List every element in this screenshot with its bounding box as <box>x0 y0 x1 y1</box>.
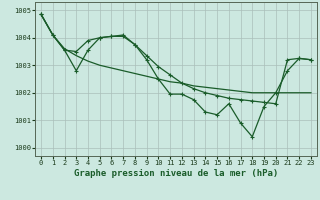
X-axis label: Graphe pression niveau de la mer (hPa): Graphe pression niveau de la mer (hPa) <box>74 169 278 178</box>
